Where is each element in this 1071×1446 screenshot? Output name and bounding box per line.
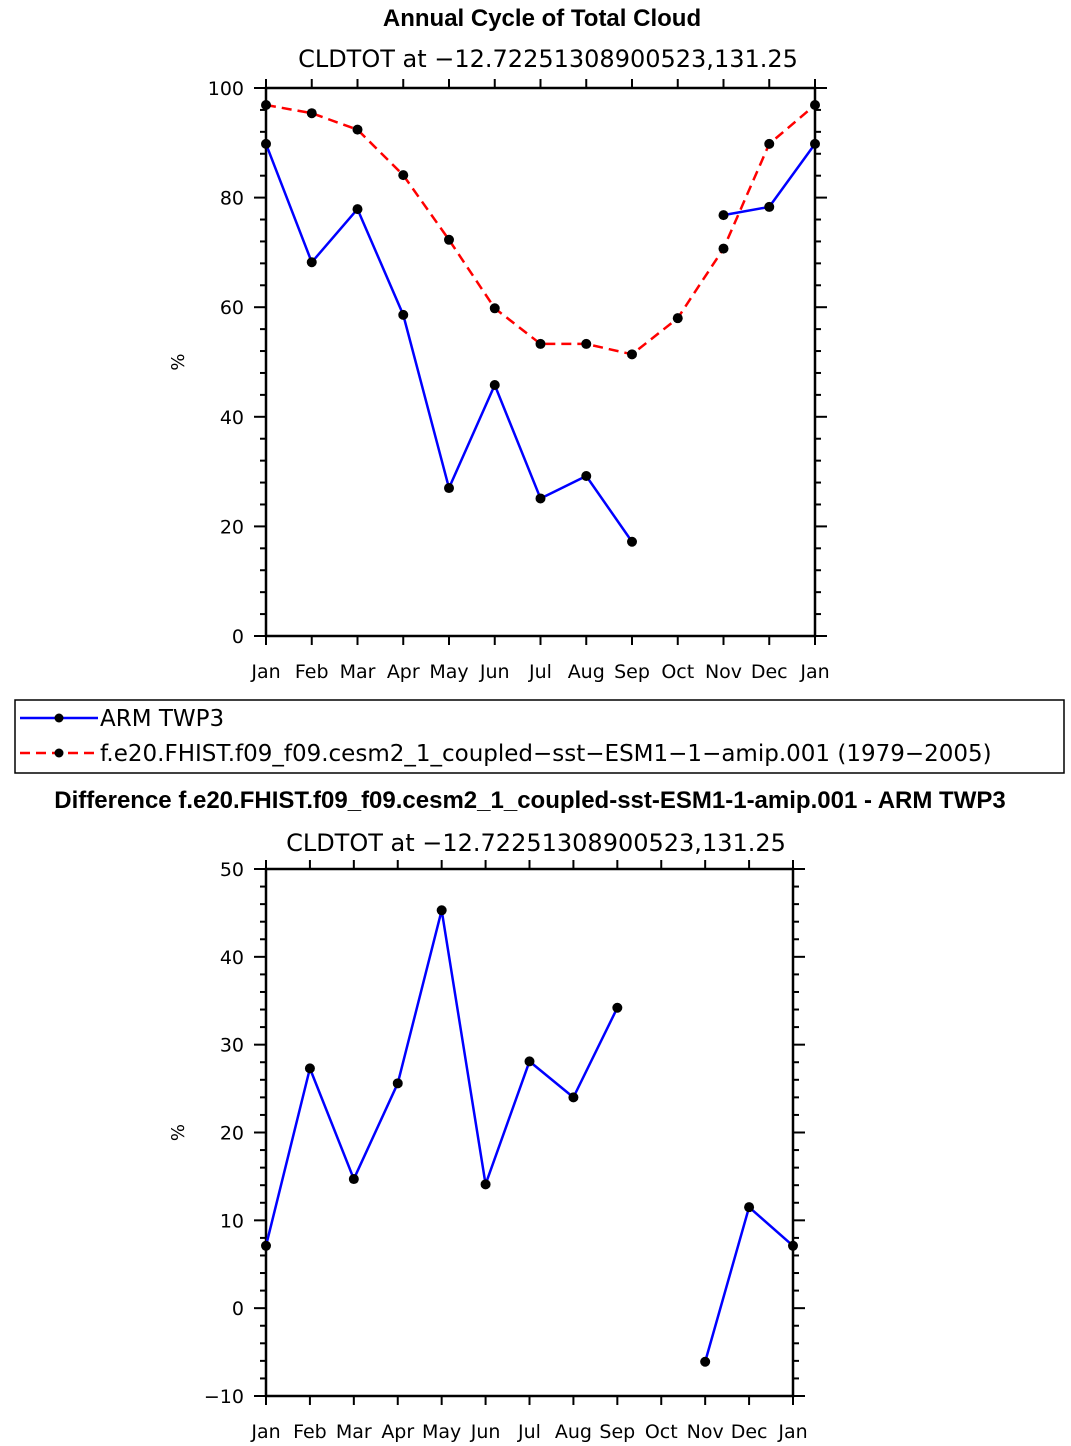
chart1-plot: 0 20 40 60 80 100 Jan Feb Mar Apr May Jun Jul Aug Sep O… (168, 78, 830, 683)
x-tick-label: Jun (470, 1421, 501, 1443)
x-tick-label: Apr (387, 661, 420, 683)
data-point-series-2 (810, 99, 820, 110)
data-point-series-1 (612, 1002, 623, 1013)
y-tick-label: 30 (220, 1035, 244, 1057)
x-tick-label: Jan (777, 1421, 807, 1443)
y-axis-label: % (168, 1124, 189, 1141)
y-tick-label: 0 (232, 626, 244, 648)
chart1-subtitle: CLDTOT at −12.72251308900523,131.25 (298, 45, 798, 73)
chart2-plot: −10 0 10 20 30 40 50 Jan Feb Mar Apr May Jun Jul Aug Se… (168, 859, 808, 1443)
legend-marker-model (54, 748, 64, 758)
data-point-series-1 (764, 201, 775, 212)
data-point-series-2 (581, 338, 592, 349)
x-tick-label: Jul (517, 1421, 541, 1443)
data-point-series-1 (810, 138, 820, 149)
plot-frame (264, 86, 817, 638)
legend-box (14, 699, 1065, 774)
plot-frame (264, 867, 795, 1398)
data-point-series-1 (535, 493, 546, 504)
legend-label-arm: ARM TWP3 (100, 706, 224, 732)
y-tick-label: 20 (220, 1123, 244, 1145)
x-tick-label: Jul (528, 661, 552, 683)
data-point-series-1 (261, 1240, 271, 1251)
series-line-2 (265, 103, 816, 356)
x-tick-label: Oct (661, 661, 694, 683)
x-tick-label: Apr (381, 1421, 414, 1443)
legend-label-model: f.e20.FHIST.f09_f09.cesm2_1_coupled−sst−… (100, 741, 992, 767)
y-tick-label: 100 (208, 78, 244, 100)
x-tick-label: Mar (336, 1421, 372, 1443)
data-point-series-1 (261, 138, 271, 149)
y-tick-label: 80 (220, 188, 244, 210)
data-point-series-2 (489, 303, 500, 314)
data-point-series-1 (392, 1078, 403, 1089)
data-point-series-1 (444, 483, 454, 494)
data-point-series-1 (524, 1056, 535, 1067)
data-point-series-1 (436, 905, 447, 916)
data-point-series-1 (489, 380, 500, 391)
y-tick-label: 0 (232, 1298, 244, 1320)
x-tick-label: Jan (799, 661, 829, 683)
chart1-title: Annual Cycle of Total Cloud (383, 5, 701, 32)
y-tick-label: 20 (220, 516, 244, 538)
x-tick-label: Sep (614, 661, 650, 683)
data-point-series-2 (535, 338, 546, 349)
data-point-series-1 (627, 536, 637, 547)
data-point-series-2 (627, 349, 637, 360)
x-tick-label: Feb (295, 661, 329, 683)
x-tick-label: Sep (599, 1421, 635, 1443)
x-tick-label: Aug (555, 1421, 592, 1443)
series-line-1 (703, 1205, 794, 1363)
data-point-series-2 (261, 99, 271, 110)
x-tick-label: Mar (340, 661, 376, 683)
x-tick-label: Feb (293, 1421, 327, 1443)
x-tick-label: Jan (250, 661, 280, 683)
data-point-series-1 (568, 1092, 579, 1103)
series-line-1 (264, 143, 634, 543)
y-axis-label: % (168, 353, 189, 370)
data-point-series-2 (352, 124, 363, 135)
y-tick-label: 10 (220, 1210, 244, 1232)
data-point-series-1 (718, 210, 729, 221)
data-point-series-1 (352, 204, 363, 215)
data-point-series-2 (398, 170, 409, 181)
data-point-series-1 (398, 309, 409, 320)
data-point-series-1 (480, 1179, 491, 1190)
data-point-series-1 (304, 1063, 315, 1074)
y-tick-label: 60 (220, 297, 244, 319)
data-point-series-2 (764, 138, 775, 149)
legend-marker-arm (54, 713, 64, 723)
legend: ARM TWP3 f.e20.FHIST.f09_f09.cesm2_1_cou… (14, 699, 1065, 774)
x-tick-label: Dec (751, 661, 788, 683)
x-tick-label: Aug (568, 661, 605, 683)
x-tick-label: Jan (250, 1421, 280, 1443)
data-point-series-1 (306, 257, 317, 268)
x-tick-label: Oct (645, 1421, 678, 1443)
y-tick-label: 40 (220, 407, 244, 429)
x-tick-label: May (422, 1421, 461, 1443)
data-point-series-1 (348, 1174, 359, 1185)
x-tick-label: Dec (731, 1421, 768, 1443)
x-tick-label: Jun (479, 661, 510, 683)
chart2-subtitle: CLDTOT at −12.72251308900523,131.25 (286, 829, 786, 857)
y-tick-label: 40 (220, 947, 244, 969)
data-point-series-2 (672, 313, 683, 324)
data-point-series-2 (444, 234, 454, 245)
x-tick-label: Nov (687, 1421, 724, 1443)
x-tick-label: Nov (705, 661, 742, 683)
data-point-series-1 (788, 1240, 798, 1251)
data-point-series-2 (306, 108, 317, 119)
y-tick-label: 50 (220, 859, 244, 881)
data-point-series-1 (744, 1202, 755, 1213)
x-tick-label: May (429, 661, 468, 683)
data-point-series-1 (700, 1356, 711, 1367)
data-point-series-1 (581, 470, 592, 481)
series-line-1 (264, 909, 619, 1247)
chart2-title: Difference f.e20.FHIST.f09_f09.cesm2_1_c… (54, 787, 1005, 814)
data-point-series-2 (718, 243, 729, 254)
y-tick-label: −10 (204, 1386, 244, 1408)
